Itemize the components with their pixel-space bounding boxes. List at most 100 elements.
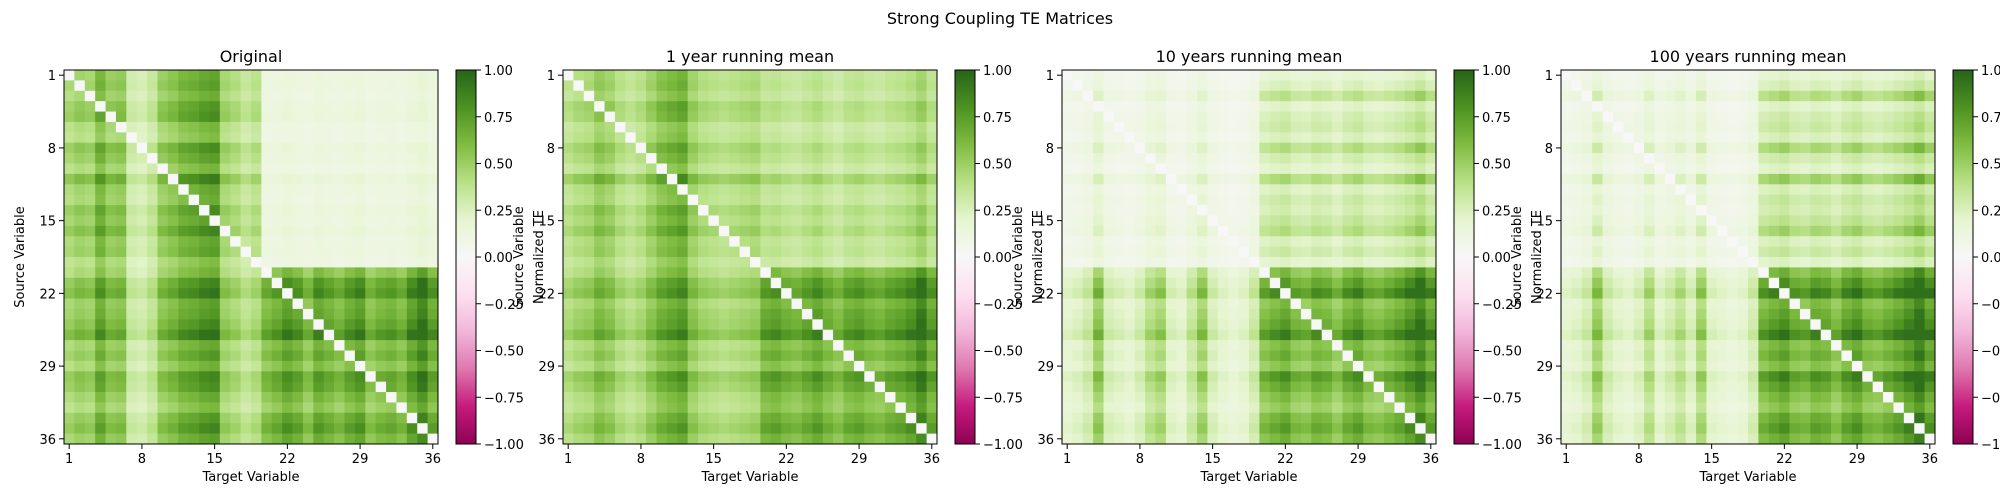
heatmap-cell <box>656 153 668 164</box>
heatmap-cell <box>750 225 761 237</box>
heatmap-cell <box>1363 184 1375 196</box>
heatmap-cell <box>563 70 574 81</box>
heatmap-cell <box>1571 246 1583 258</box>
heatmap-cell <box>282 298 293 310</box>
heatmap-cell <box>812 246 824 258</box>
heatmap-cell <box>282 194 293 206</box>
heatmap-cell <box>1862 132 1874 144</box>
heatmap-cell <box>209 402 221 414</box>
heatmap-cell <box>1571 101 1583 112</box>
heatmap-cell <box>1820 225 1832 237</box>
heatmap-cell <box>573 381 585 393</box>
heatmap-cell <box>1176 329 1188 341</box>
heatmap-cell <box>365 392 377 403</box>
heatmap-cell <box>199 277 210 289</box>
heatmap-cell <box>1748 80 1759 92</box>
heatmap-cell <box>760 194 772 206</box>
heatmap-cell <box>1259 205 1271 216</box>
heatmap-cell <box>1903 90 1915 102</box>
heatmap-cell <box>188 267 200 279</box>
heatmap-cell <box>365 423 377 434</box>
heatmap-cell <box>1789 194 1801 206</box>
heatmap-cell <box>344 257 356 268</box>
heatmap-cell <box>1789 308 1801 320</box>
heatmap-cell <box>1623 90 1635 102</box>
heatmap-cell <box>739 423 751 434</box>
heatmap-cell <box>1924 121 1936 133</box>
heatmap-cell <box>926 433 938 445</box>
heatmap-cell <box>386 381 397 393</box>
heatmap-cell <box>905 423 917 434</box>
heatmap-cell <box>781 433 792 445</box>
heatmap-cell <box>1820 90 1832 102</box>
heatmap-cell <box>1571 194 1583 206</box>
heatmap-cell <box>905 142 917 154</box>
heatmap-cell <box>313 277 325 289</box>
heatmap-cell <box>1249 308 1260 320</box>
heatmap-cell <box>1810 329 1822 341</box>
heatmap-cell <box>916 433 927 445</box>
heatmap-cell <box>386 90 397 102</box>
heatmap-cell <box>1165 350 1177 362</box>
heatmap-cell <box>1748 173 1759 185</box>
heatmap-cell <box>1748 90 1759 102</box>
heatmap-cell <box>895 205 907 216</box>
heatmap-cell <box>864 329 876 341</box>
heatmap-cell <box>843 70 855 81</box>
heatmap-cell <box>1685 308 1697 320</box>
heatmap-cell <box>1799 329 1811 341</box>
heatmap-cell <box>219 142 231 154</box>
heatmap-cell <box>251 194 262 206</box>
heatmap-cell <box>770 381 782 393</box>
heatmap-cell <box>1290 267 1302 279</box>
heatmap-cell <box>1311 132 1323 144</box>
heatmap-cell <box>1342 308 1354 320</box>
heatmap-cell <box>188 101 200 112</box>
heatmap-cell <box>1311 163 1323 175</box>
heatmap-cell <box>354 298 366 310</box>
heatmap-cell <box>1851 80 1863 92</box>
heatmap-cell <box>1342 329 1354 341</box>
heatmap-cell <box>1217 350 1229 362</box>
heatmap-cell <box>853 402 865 414</box>
heatmap-cell <box>708 412 720 424</box>
heatmap-cell <box>1623 101 1635 112</box>
heatmap-cell <box>1145 163 1156 175</box>
heatmap-cell <box>760 101 772 112</box>
heatmap-cell <box>199 308 210 320</box>
heatmap-cell <box>1831 329 1842 341</box>
heatmap-cell <box>646 298 657 310</box>
heatmap-cell <box>853 423 865 434</box>
heatmap-cell <box>1373 371 1385 383</box>
heatmap-cell <box>1311 173 1323 185</box>
heatmap-cell <box>365 215 377 227</box>
heatmap-cell <box>853 132 865 144</box>
heatmap-cell <box>1425 412 1437 424</box>
heatmap-cell <box>344 205 356 216</box>
heatmap-cell <box>271 277 283 289</box>
heatmap-cell <box>1903 184 1915 196</box>
heatmap-cell <box>334 257 345 268</box>
heatmap-cell <box>271 267 283 279</box>
heatmap-cell <box>1820 111 1832 123</box>
heatmap-cell <box>1103 340 1115 351</box>
heatmap-cell <box>386 308 397 320</box>
heatmap-cell <box>1384 184 1395 196</box>
heatmap-cell <box>926 80 938 92</box>
heatmap-cell <box>1352 111 1364 123</box>
heatmap-cell <box>1103 412 1115 424</box>
heatmap-cell <box>427 80 439 92</box>
heatmap-cell <box>1602 329 1614 341</box>
heatmap-cell <box>1384 267 1395 279</box>
heatmap-cell <box>1342 381 1354 393</box>
heatmap-cell <box>687 246 699 258</box>
heatmap-cell <box>698 225 709 237</box>
heatmap-cell <box>708 132 720 144</box>
heatmap-cell <box>1404 184 1416 196</box>
heatmap-cell <box>178 350 190 362</box>
heatmap-cell <box>157 412 169 424</box>
heatmap-cell <box>760 308 772 320</box>
heatmap-cell <box>1415 163 1426 175</box>
heatmap-cell <box>1280 402 1291 414</box>
heatmap-cell <box>95 340 106 351</box>
